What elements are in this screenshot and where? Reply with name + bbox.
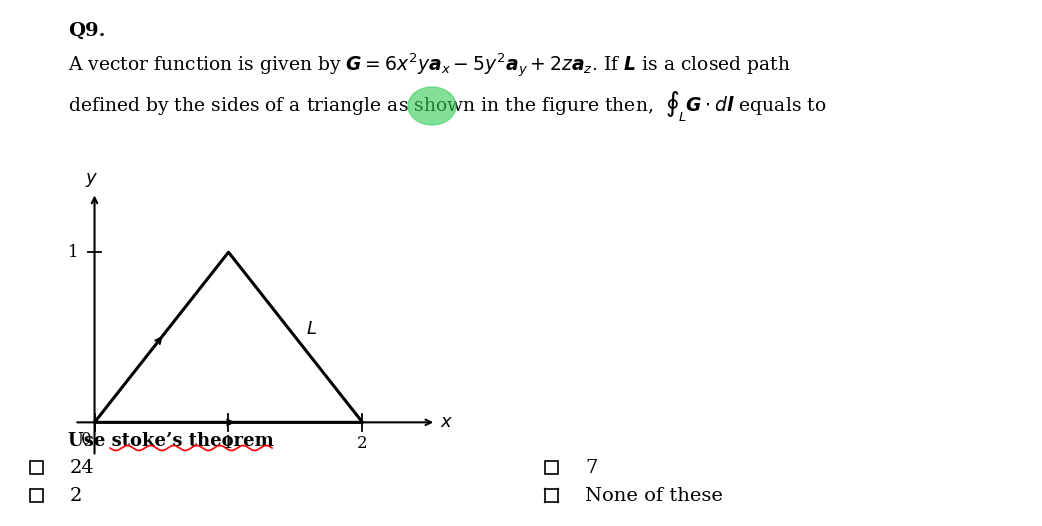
Text: 2: 2 [357, 435, 368, 452]
Text: Q9.: Q9. [68, 22, 105, 40]
Bar [545, 461, 559, 474]
Text: defined by the sides of a triangle as shown in the figure then,  $\oint_L \bolds: defined by the sides of a triangle as sh… [68, 90, 826, 125]
Text: None of these: None of these [585, 487, 723, 505]
Text: 1: 1 [68, 244, 78, 261]
Text: 7: 7 [585, 459, 597, 477]
Text: 0: 0 [81, 431, 92, 449]
Text: $x$: $x$ [440, 413, 453, 431]
Bar [545, 489, 559, 502]
Text: 2: 2 [70, 487, 82, 505]
Bar [30, 461, 43, 474]
Text: Use stoke’s theorem: Use stoke’s theorem [68, 432, 274, 450]
Text: A vector function is given by $\boldsymbol{G}=6x^2y\boldsymbol{a}_x - 5y^2\bolds: A vector function is given by $\boldsymb… [68, 52, 791, 80]
Text: 24: 24 [70, 459, 95, 477]
Bar [30, 489, 43, 502]
Ellipse shape [408, 87, 456, 125]
Text: 1: 1 [223, 435, 233, 452]
Text: $L$: $L$ [306, 320, 317, 338]
Text: $y$: $y$ [85, 171, 99, 189]
